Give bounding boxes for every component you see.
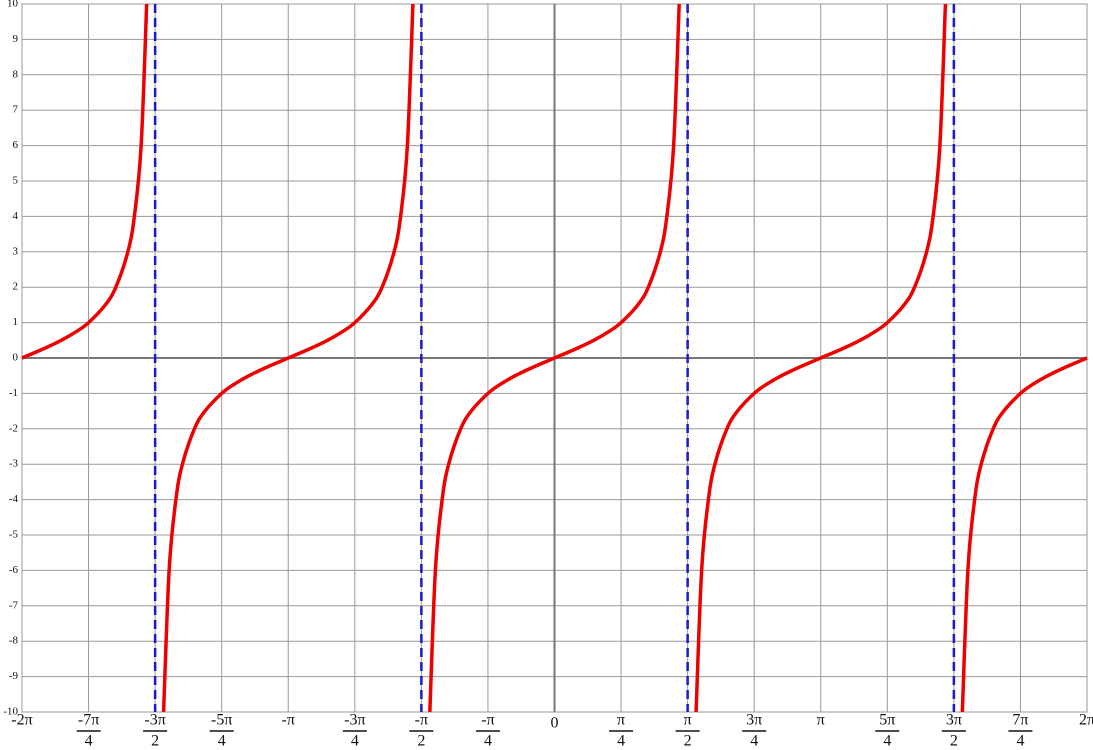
x-tick-numerator: π bbox=[684, 712, 692, 729]
y-tick-label: 10 bbox=[7, 0, 19, 10]
y-tick-label: -10 bbox=[3, 706, 18, 718]
x-tick-label: 0 bbox=[551, 715, 559, 732]
x-tick-denominator: 2 bbox=[684, 733, 692, 750]
x-tick-denominator: 2 bbox=[950, 733, 958, 750]
x-tick-label: π bbox=[817, 712, 825, 729]
curve bbox=[428, 3, 681, 713]
x-tick-denominator: 4 bbox=[351, 733, 359, 750]
x-tick-denominator: 4 bbox=[484, 733, 492, 750]
y-tick-label: -6 bbox=[9, 564, 19, 576]
x-tick-denominator: 4 bbox=[750, 733, 758, 750]
y-tick-label: -5 bbox=[9, 529, 19, 541]
y-tick-label: 7 bbox=[13, 104, 19, 116]
x-tick-numerator: 7π bbox=[1012, 712, 1028, 729]
curve bbox=[21, 3, 149, 360]
y-tick-label: 0 bbox=[13, 352, 19, 364]
x-tick-denominator: 4 bbox=[883, 733, 891, 750]
x-tick-label: 2π bbox=[1079, 712, 1093, 729]
x-tick-denominator: 4 bbox=[617, 733, 625, 750]
x-tick-denominator: 4 bbox=[218, 733, 226, 750]
y-tick-label: 5 bbox=[13, 175, 19, 187]
x-tick-denominator: 4 bbox=[85, 733, 93, 750]
curve bbox=[161, 3, 415, 713]
x-tick-numerator: π bbox=[617, 712, 625, 729]
x-tick-denominator: 2 bbox=[417, 733, 425, 750]
x-tick-numerator: -3π bbox=[144, 712, 165, 729]
y-tick-label: 2 bbox=[13, 281, 19, 293]
y-tick-label: -7 bbox=[9, 599, 19, 611]
x-tick-numerator: -π bbox=[481, 712, 494, 729]
x-tick-numerator: -3π bbox=[344, 712, 365, 729]
y-tick-label: -9 bbox=[9, 670, 19, 682]
y-tick-label: -1 bbox=[9, 387, 18, 399]
y-tick-label: 4 bbox=[13, 210, 19, 222]
curve bbox=[694, 3, 948, 713]
y-tick-label: -3 bbox=[9, 458, 19, 470]
x-tick-denominator: 4 bbox=[1016, 733, 1024, 750]
x-tick-numerator: 3π bbox=[946, 712, 962, 729]
x-tick-numerator: -7π bbox=[78, 712, 99, 729]
y-tick-label: -2 bbox=[9, 422, 18, 434]
y-tick-label: 3 bbox=[13, 245, 19, 257]
y-tick-label: -8 bbox=[9, 635, 19, 647]
y-tick-label: 6 bbox=[13, 139, 19, 151]
y-tick-label: 8 bbox=[13, 68, 19, 80]
curve bbox=[960, 356, 1088, 713]
x-tick-numerator: 3π bbox=[746, 712, 762, 729]
x-tick-denominator: 2 bbox=[151, 733, 159, 750]
x-tick-label: -π bbox=[282, 712, 295, 729]
y-tick-label: 1 bbox=[13, 316, 19, 328]
x-tick-numerator: -5π bbox=[211, 712, 232, 729]
x-tick-numerator: 5π bbox=[879, 712, 895, 729]
y-tick-label: -4 bbox=[9, 493, 19, 505]
x-tick-numerator: -π bbox=[415, 712, 428, 729]
x-tick-label: -2π bbox=[11, 712, 32, 729]
y-tick-label: 9 bbox=[13, 33, 19, 45]
